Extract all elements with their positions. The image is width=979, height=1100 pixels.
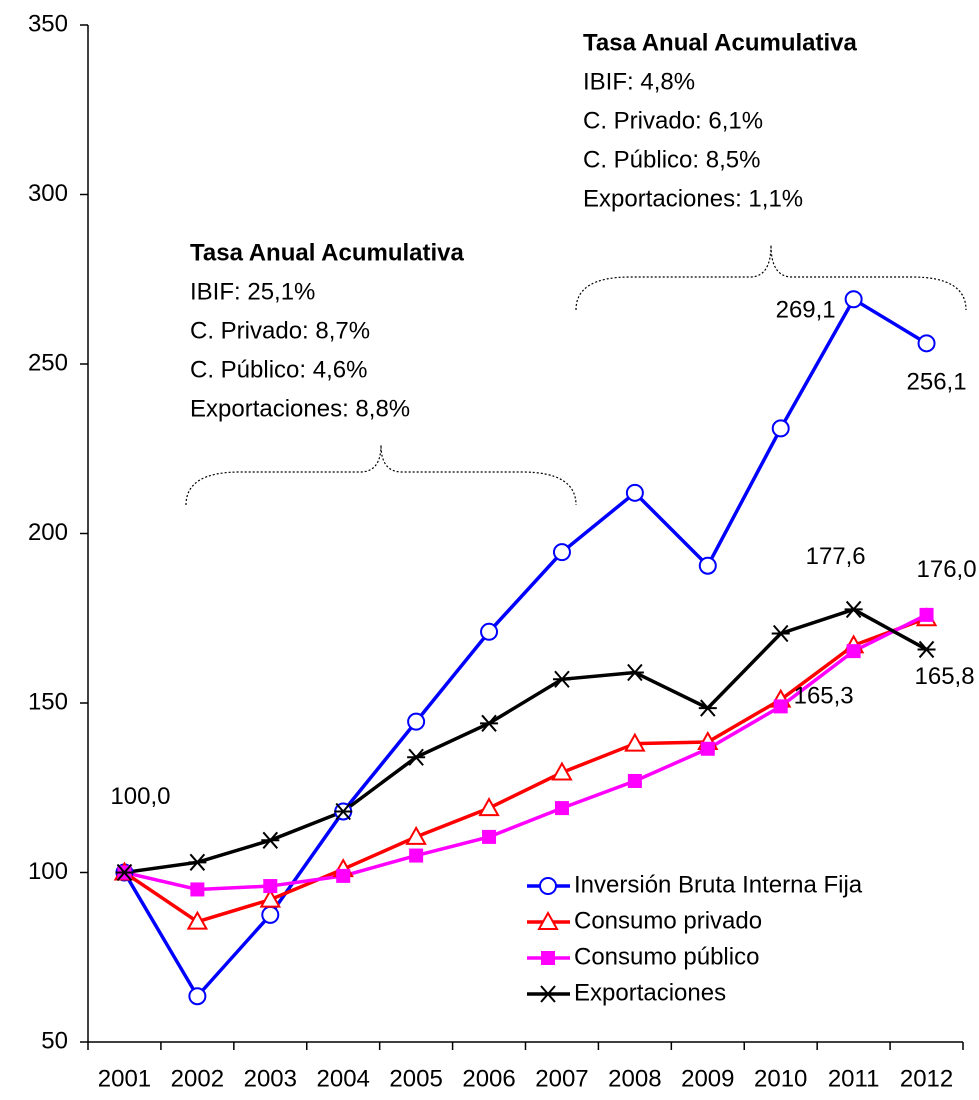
marker — [917, 334, 936, 353]
annotation-line: Exportaciones: 8,8% — [190, 395, 410, 422]
annotation-line: C. Público: 8,5% — [583, 146, 760, 173]
marker — [539, 985, 557, 1003]
marker — [188, 987, 207, 1006]
marker — [336, 868, 351, 883]
brace — [185, 444, 577, 506]
marker — [771, 624, 790, 643]
x-tick-label: 2002 — [171, 1065, 224, 1092]
series-line — [122, 296, 928, 1000]
data-label: 165,3 — [794, 682, 854, 709]
x-tick-label: 2007 — [535, 1065, 588, 1092]
marker — [409, 848, 424, 863]
marker — [482, 829, 497, 844]
y-tick-label: 350 — [28, 10, 68, 37]
annotation-line: C. Privado: 8,7% — [190, 317, 370, 344]
x-tick-label: 2009 — [681, 1065, 734, 1092]
series-line — [124, 613, 928, 892]
data-label: 176,0 — [917, 556, 977, 583]
annotation-line: C. Privado: 6,1% — [583, 107, 763, 134]
y-tick-label: 150 — [28, 688, 68, 715]
legend-label: Inversión Bruta Interna Fija — [574, 871, 863, 898]
series-line — [124, 607, 928, 875]
marker — [627, 773, 642, 788]
marker — [919, 607, 934, 622]
marker — [700, 741, 715, 756]
marker — [625, 483, 644, 502]
marker — [480, 714, 499, 732]
annotation-title: Tasa Anual Acumulativa — [583, 29, 858, 56]
marker — [552, 543, 571, 562]
y-tick-label: 200 — [28, 519, 68, 546]
y-tick-label: 250 — [28, 349, 68, 376]
marker — [773, 699, 788, 714]
x-tick-label: 2011 — [828, 1065, 880, 1092]
marker — [478, 797, 500, 817]
marker — [407, 712, 426, 731]
marker — [190, 882, 205, 897]
legend-label: Exportaciones — [574, 979, 726, 1006]
x-tick-label: 2008 — [608, 1065, 661, 1092]
marker — [917, 640, 936, 659]
series-line — [123, 616, 928, 924]
marker — [539, 877, 557, 895]
marker — [846, 644, 861, 659]
annotation-line: C. Público: 4,6% — [190, 356, 367, 383]
y-tick-label: 300 — [28, 180, 68, 207]
marker — [541, 951, 555, 965]
legend-label: Consumo privado — [574, 907, 762, 934]
marker — [261, 905, 280, 924]
marker — [186, 910, 209, 930]
marker — [624, 732, 646, 752]
x-tick-label: 2001 — [98, 1065, 151, 1092]
data-label: 269,1 — [776, 297, 836, 324]
marker — [554, 801, 569, 816]
marker — [698, 699, 717, 717]
marker — [844, 290, 863, 309]
annotation-title: Tasa Anual Acumulativa — [190, 239, 465, 266]
brace — [575, 244, 967, 311]
data-label: 256,1 — [907, 369, 967, 396]
marker — [407, 748, 426, 766]
marker — [698, 556, 717, 575]
marker — [263, 879, 278, 894]
x-tick-label: 2005 — [389, 1065, 442, 1092]
x-tick-label: 2003 — [244, 1065, 297, 1092]
y-tick-label: 100 — [28, 858, 68, 885]
marker — [261, 831, 280, 849]
x-tick-label: 2010 — [754, 1065, 807, 1092]
legend-label: Consumo público — [574, 943, 759, 970]
data-label: 177,6 — [806, 543, 866, 570]
marker — [551, 761, 573, 781]
x-tick-label: 2004 — [317, 1065, 370, 1092]
marker — [771, 419, 790, 438]
marker — [115, 863, 134, 882]
marker — [259, 888, 282, 908]
marker — [537, 910, 559, 930]
marker — [334, 802, 353, 821]
marker — [405, 825, 427, 845]
marker — [480, 622, 499, 641]
x-tick-label: 2012 — [900, 1065, 953, 1092]
data-label: 100,0 — [110, 783, 170, 810]
legend: Inversión Bruta Interna Fija Consumo priv… — [527, 871, 863, 1006]
data-label: 165,8 — [915, 663, 975, 690]
x-tick-label: 2006 — [462, 1065, 515, 1092]
marker — [188, 853, 207, 871]
annotation-line: Exportaciones: 1,1% — [583, 185, 803, 212]
annotation-line: IBIF: 25,1% — [190, 278, 315, 305]
marker — [625, 663, 644, 682]
marker — [844, 600, 863, 619]
y-tick-label: 50 — [41, 1027, 68, 1054]
annotation-line: IBIF: 4,8% — [583, 68, 695, 95]
marker — [552, 670, 571, 688]
